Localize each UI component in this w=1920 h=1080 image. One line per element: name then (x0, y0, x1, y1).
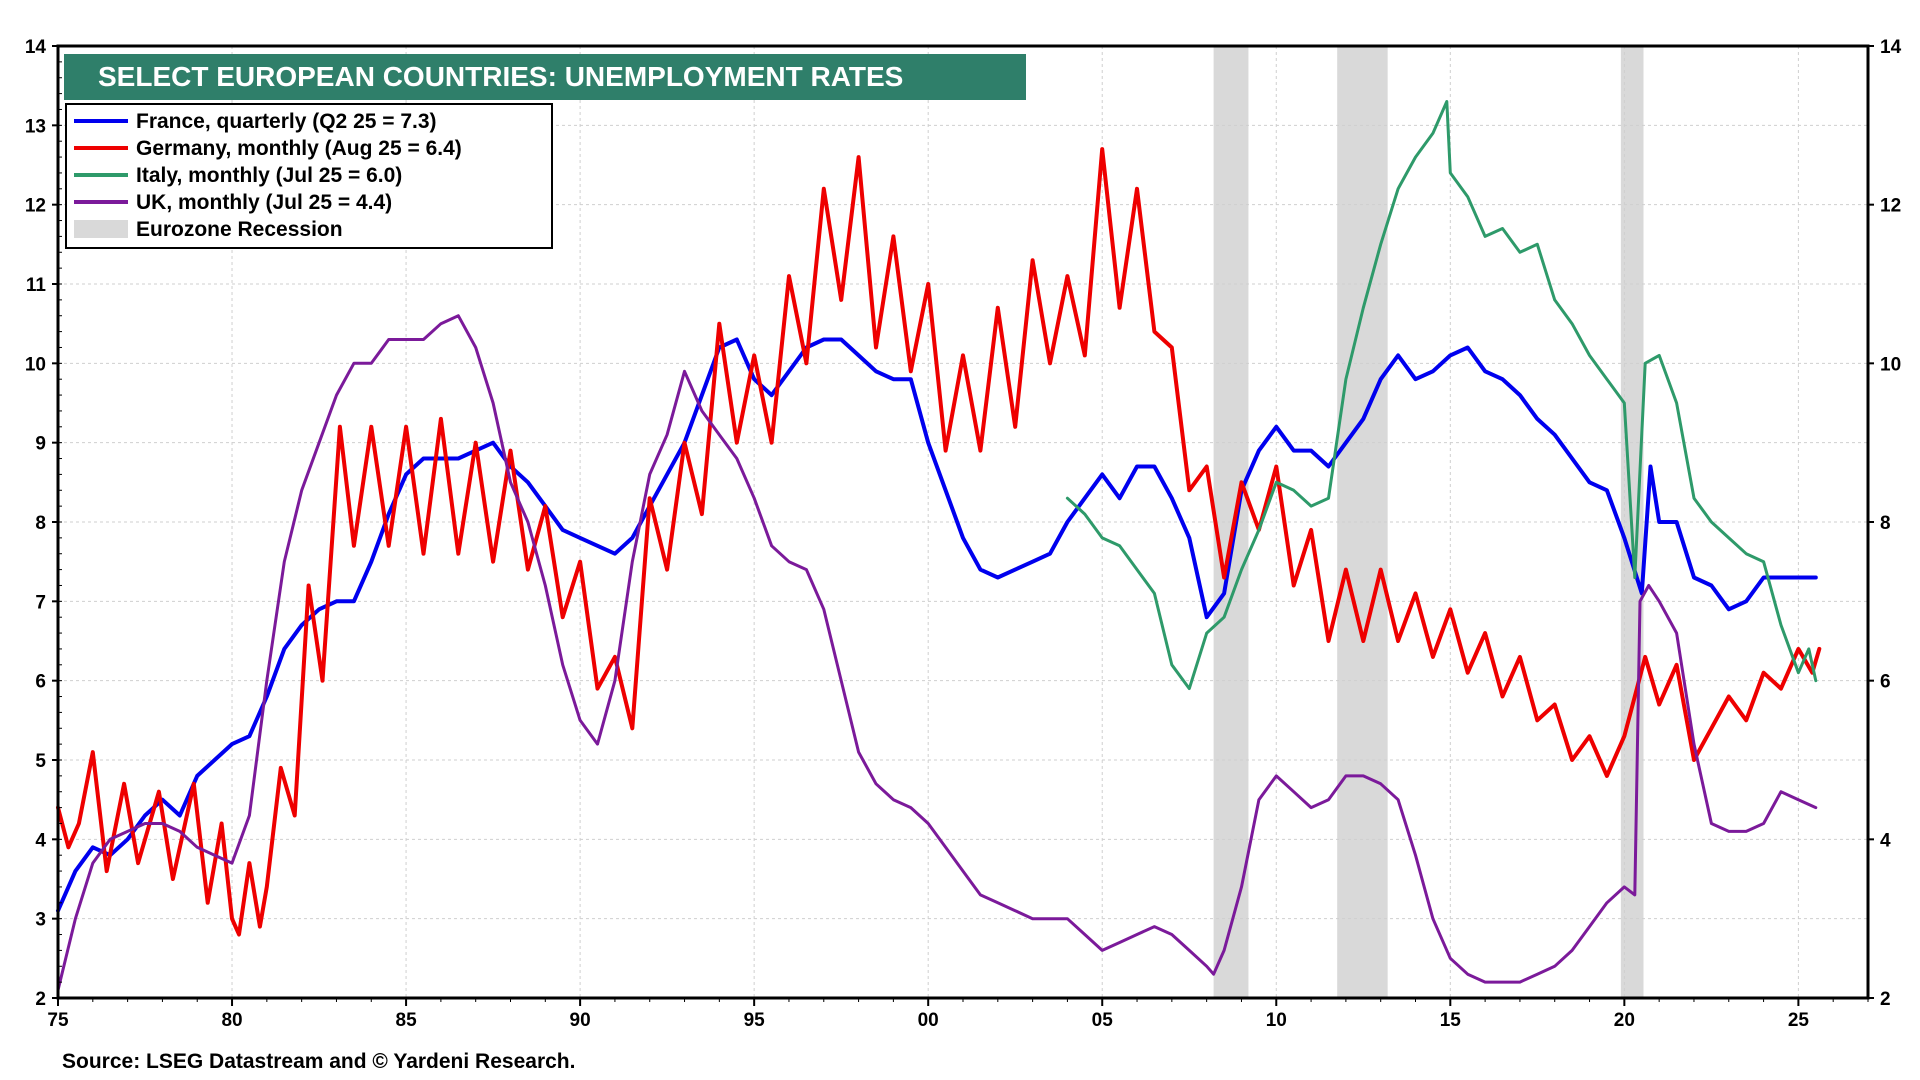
y-left-tick-label: 8 (35, 513, 46, 534)
x-tick-label: 20 (1614, 1010, 1635, 1031)
series-line-0 (56, 337, 1818, 913)
x-tick-label: 85 (396, 1010, 418, 1031)
x-tick-label: 05 (1092, 1010, 1114, 1031)
y-left-tick-label: 6 (35, 672, 46, 693)
x-tick-label: 25 (1788, 1010, 1810, 1031)
series-line-2 (1065, 100, 1818, 691)
y-left-tick-label: 14 (25, 37, 47, 58)
y-left-tick-label: 9 (35, 434, 46, 455)
chart-title: SELECT EUROPEAN COUNTRIES: UNEMPLOYMENT … (98, 61, 903, 92)
series-lines (56, 100, 1822, 992)
chart-title-box: SELECT EUROPEAN COUNTRIES: UNEMPLOYMENT … (64, 54, 1026, 100)
axes: 75 80 85 90 95 00 05 10 15 20 25 2 3 4 5 6 7 8 9 10 11 12 13 14… (25, 37, 1902, 1031)
source-note: Source: LSEG Datastream and © Yardeni Re… (62, 1050, 575, 1073)
x-tick-label: 00 (918, 1010, 939, 1031)
y-right-tick-label: 12 (1880, 196, 1901, 217)
x-tick-label: 75 (47, 1010, 69, 1031)
y-left-tick-label: 2 (35, 989, 46, 1010)
y-right-tick-label: 8 (1880, 513, 1891, 534)
y-right-tick-label: 6 (1880, 672, 1891, 693)
y-right-tick-label: 14 (1880, 37, 1902, 58)
y-right-tick-label: 2 (1880, 989, 1891, 1010)
legend-label-germany: Germany, monthly (Aug 25 = 6.4) (136, 137, 462, 160)
legend: France, quarterly (Q2 25 = 7.3) Germany,… (65, 103, 553, 249)
legend-box (65, 103, 553, 249)
x-tick-label: 90 (570, 1010, 591, 1031)
y-left-tick-label: 3 (35, 910, 46, 931)
legend-swatch-recession (74, 220, 128, 238)
series-line-1 (56, 147, 1822, 937)
y-left-tick-label: 4 (35, 830, 46, 851)
x-tick-label: 80 (221, 1010, 242, 1031)
y-right-tick-label: 4 (1880, 830, 1891, 851)
legend-label-france: France, quarterly (Q2 25 = 7.3) (136, 110, 437, 133)
y-left-tick-label: 7 (35, 592, 46, 613)
y-left-tick-label: 10 (25, 354, 46, 375)
y-left-tick-label: 12 (25, 196, 46, 217)
y-left-tick-label: 11 (26, 275, 47, 296)
legend-label-recession: Eurozone Recession (136, 218, 343, 241)
legend-label-uk: UK, monthly (Jul 25 = 4.4) (136, 191, 392, 214)
x-tick-label: 95 (744, 1010, 766, 1031)
y-left-tick-label: 5 (35, 751, 46, 772)
x-tick-label: 10 (1266, 1010, 1287, 1031)
legend-label-italy: Italy, monthly (Jul 25 = 6.0) (136, 164, 402, 187)
series-line-3 (56, 314, 1818, 992)
x-tick-label: 15 (1440, 1010, 1462, 1031)
y-left-tick-label: 13 (25, 116, 46, 137)
title-background (64, 54, 1026, 100)
y-right-tick-label: 10 (1880, 354, 1901, 375)
